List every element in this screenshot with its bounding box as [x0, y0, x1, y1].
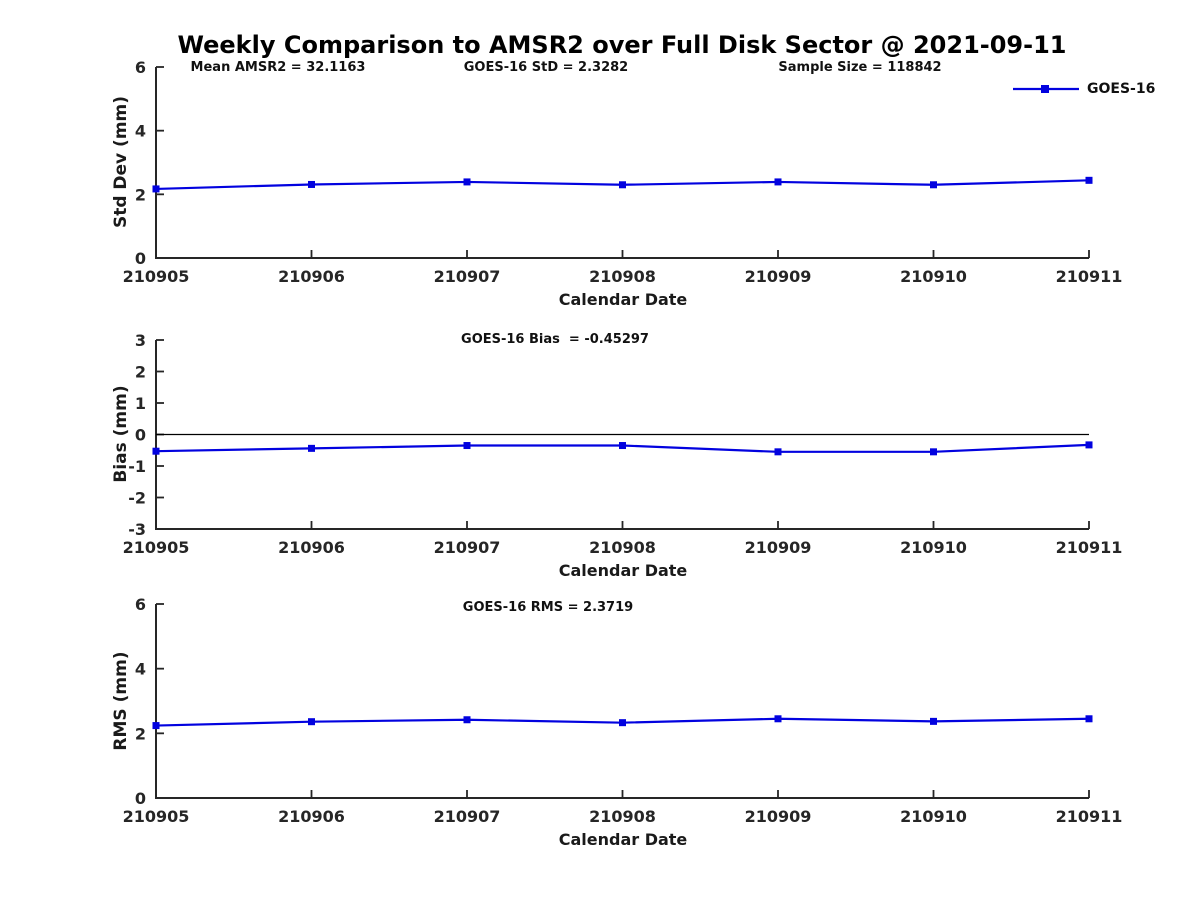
x-tick-label: 210905: [123, 267, 190, 286]
stat-sample-size: Sample Size = 118842: [778, 60, 942, 75]
data-marker: [463, 716, 471, 724]
x-tick-label: 210907: [434, 538, 501, 557]
data-marker: [463, 178, 471, 186]
x-tick-label: 210907: [434, 267, 501, 286]
data-marker: [930, 448, 937, 456]
panel-rms: 0 2 4 6 210905 210906 210907 210908 210909 210910…: [123, 595, 1123, 826]
x-tick-label: 210908: [589, 267, 656, 286]
stat-mean-amsr2: Mean AMSR2 = 32.1163: [190, 60, 366, 75]
x-axis-label-rms: Calendar Date: [558, 830, 688, 849]
data-marker: [1085, 441, 1093, 449]
x-tick-label: 210906: [278, 267, 345, 286]
data-marker: [774, 178, 782, 186]
data-marker: [774, 715, 782, 723]
axis-spine: [155, 67, 1089, 259]
data-marker: [463, 442, 471, 450]
x-tick-label: 210906: [278, 807, 345, 826]
data-marker: [619, 442, 626, 450]
x-tick-label: 210910: [900, 538, 967, 557]
x-axis-label-std: Calendar Date: [558, 290, 688, 309]
x-tick-label: 210911: [1056, 538, 1123, 557]
y-axis-label-bias: Bias (mm): [111, 385, 131, 483]
data-marker: [152, 722, 160, 730]
y-axis-label-std: Std Dev (mm): [111, 95, 131, 229]
stat-goes16-rms: GOES-16 RMS = 2.3719: [462, 600, 634, 615]
y-tick-label: -2: [128, 489, 146, 508]
legend-label: GOES-16: [1087, 81, 1156, 97]
x-tick-label: 210910: [900, 267, 967, 286]
y-tick-label: 4: [135, 122, 146, 141]
x-tick-label: 210905: [123, 807, 190, 826]
data-marker: [308, 718, 315, 726]
data-marker: [930, 717, 937, 725]
y-tick-label: 2: [135, 724, 146, 743]
panel-std-dev: 0 2 4 6 210905 210906 210907 210908 210909 210910…: [123, 58, 1123, 286]
x-tick-label: 210906: [278, 538, 345, 557]
x-tick-label: 210909: [745, 807, 812, 826]
y-tick-label: 6: [135, 58, 146, 77]
y-tick-label: 0: [135, 249, 146, 268]
data-marker: [774, 448, 782, 456]
x-tick-label: 210908: [589, 807, 656, 826]
y-tick-label: 0: [135, 426, 146, 445]
stat-goes16-bias: GOES-16 Bias = -0.45297: [461, 332, 649, 347]
data-marker: [1085, 176, 1093, 184]
y-tick-label: 4: [135, 660, 146, 679]
x-tick-label: 210905: [123, 538, 190, 557]
data-marker: [619, 719, 626, 727]
x-tick-label: 210908: [589, 538, 656, 557]
y-tick-label: 0: [135, 789, 146, 808]
y-tick-label: 2: [135, 185, 146, 204]
panel-bias: -3 -2 -1 0 1 2 3 210905 210906 210907 210908 210909…: [123, 331, 1123, 557]
y-tick-label: 2: [135, 363, 146, 382]
data-marker: [308, 180, 315, 188]
axis-spine: [155, 604, 1089, 799]
data-marker: [619, 181, 626, 189]
x-tick-label: 210907: [434, 807, 501, 826]
data-marker: [930, 181, 937, 189]
y-axis-label-rms: RMS (mm): [111, 651, 131, 751]
legend-line-marker-icon: [1013, 85, 1079, 93]
stat-goes16-std: GOES-16 StD = 2.3282: [463, 60, 629, 75]
data-marker: [1085, 715, 1093, 723]
y-tick-label: -3: [128, 520, 146, 539]
page-title: Weekly Comparison to AMSR2 over Full Dis…: [177, 31, 1067, 59]
y-tick-label: 1: [135, 394, 146, 413]
x-axis-label-bias: Calendar Date: [558, 561, 688, 580]
y-tick-label: -1: [128, 457, 146, 476]
data-marker: [308, 444, 315, 452]
legend: GOES-16: [1013, 81, 1155, 97]
y-tick-label: 6: [135, 595, 146, 614]
x-tick-label: 210909: [745, 267, 812, 286]
x-tick-label: 210911: [1056, 267, 1123, 286]
x-tick-label: 210911: [1056, 807, 1123, 826]
data-marker: [152, 185, 160, 193]
data-marker: [152, 447, 160, 455]
x-tick-label: 210910: [900, 807, 967, 826]
y-tick-label: 3: [135, 331, 146, 350]
x-tick-label: 210909: [745, 538, 812, 557]
